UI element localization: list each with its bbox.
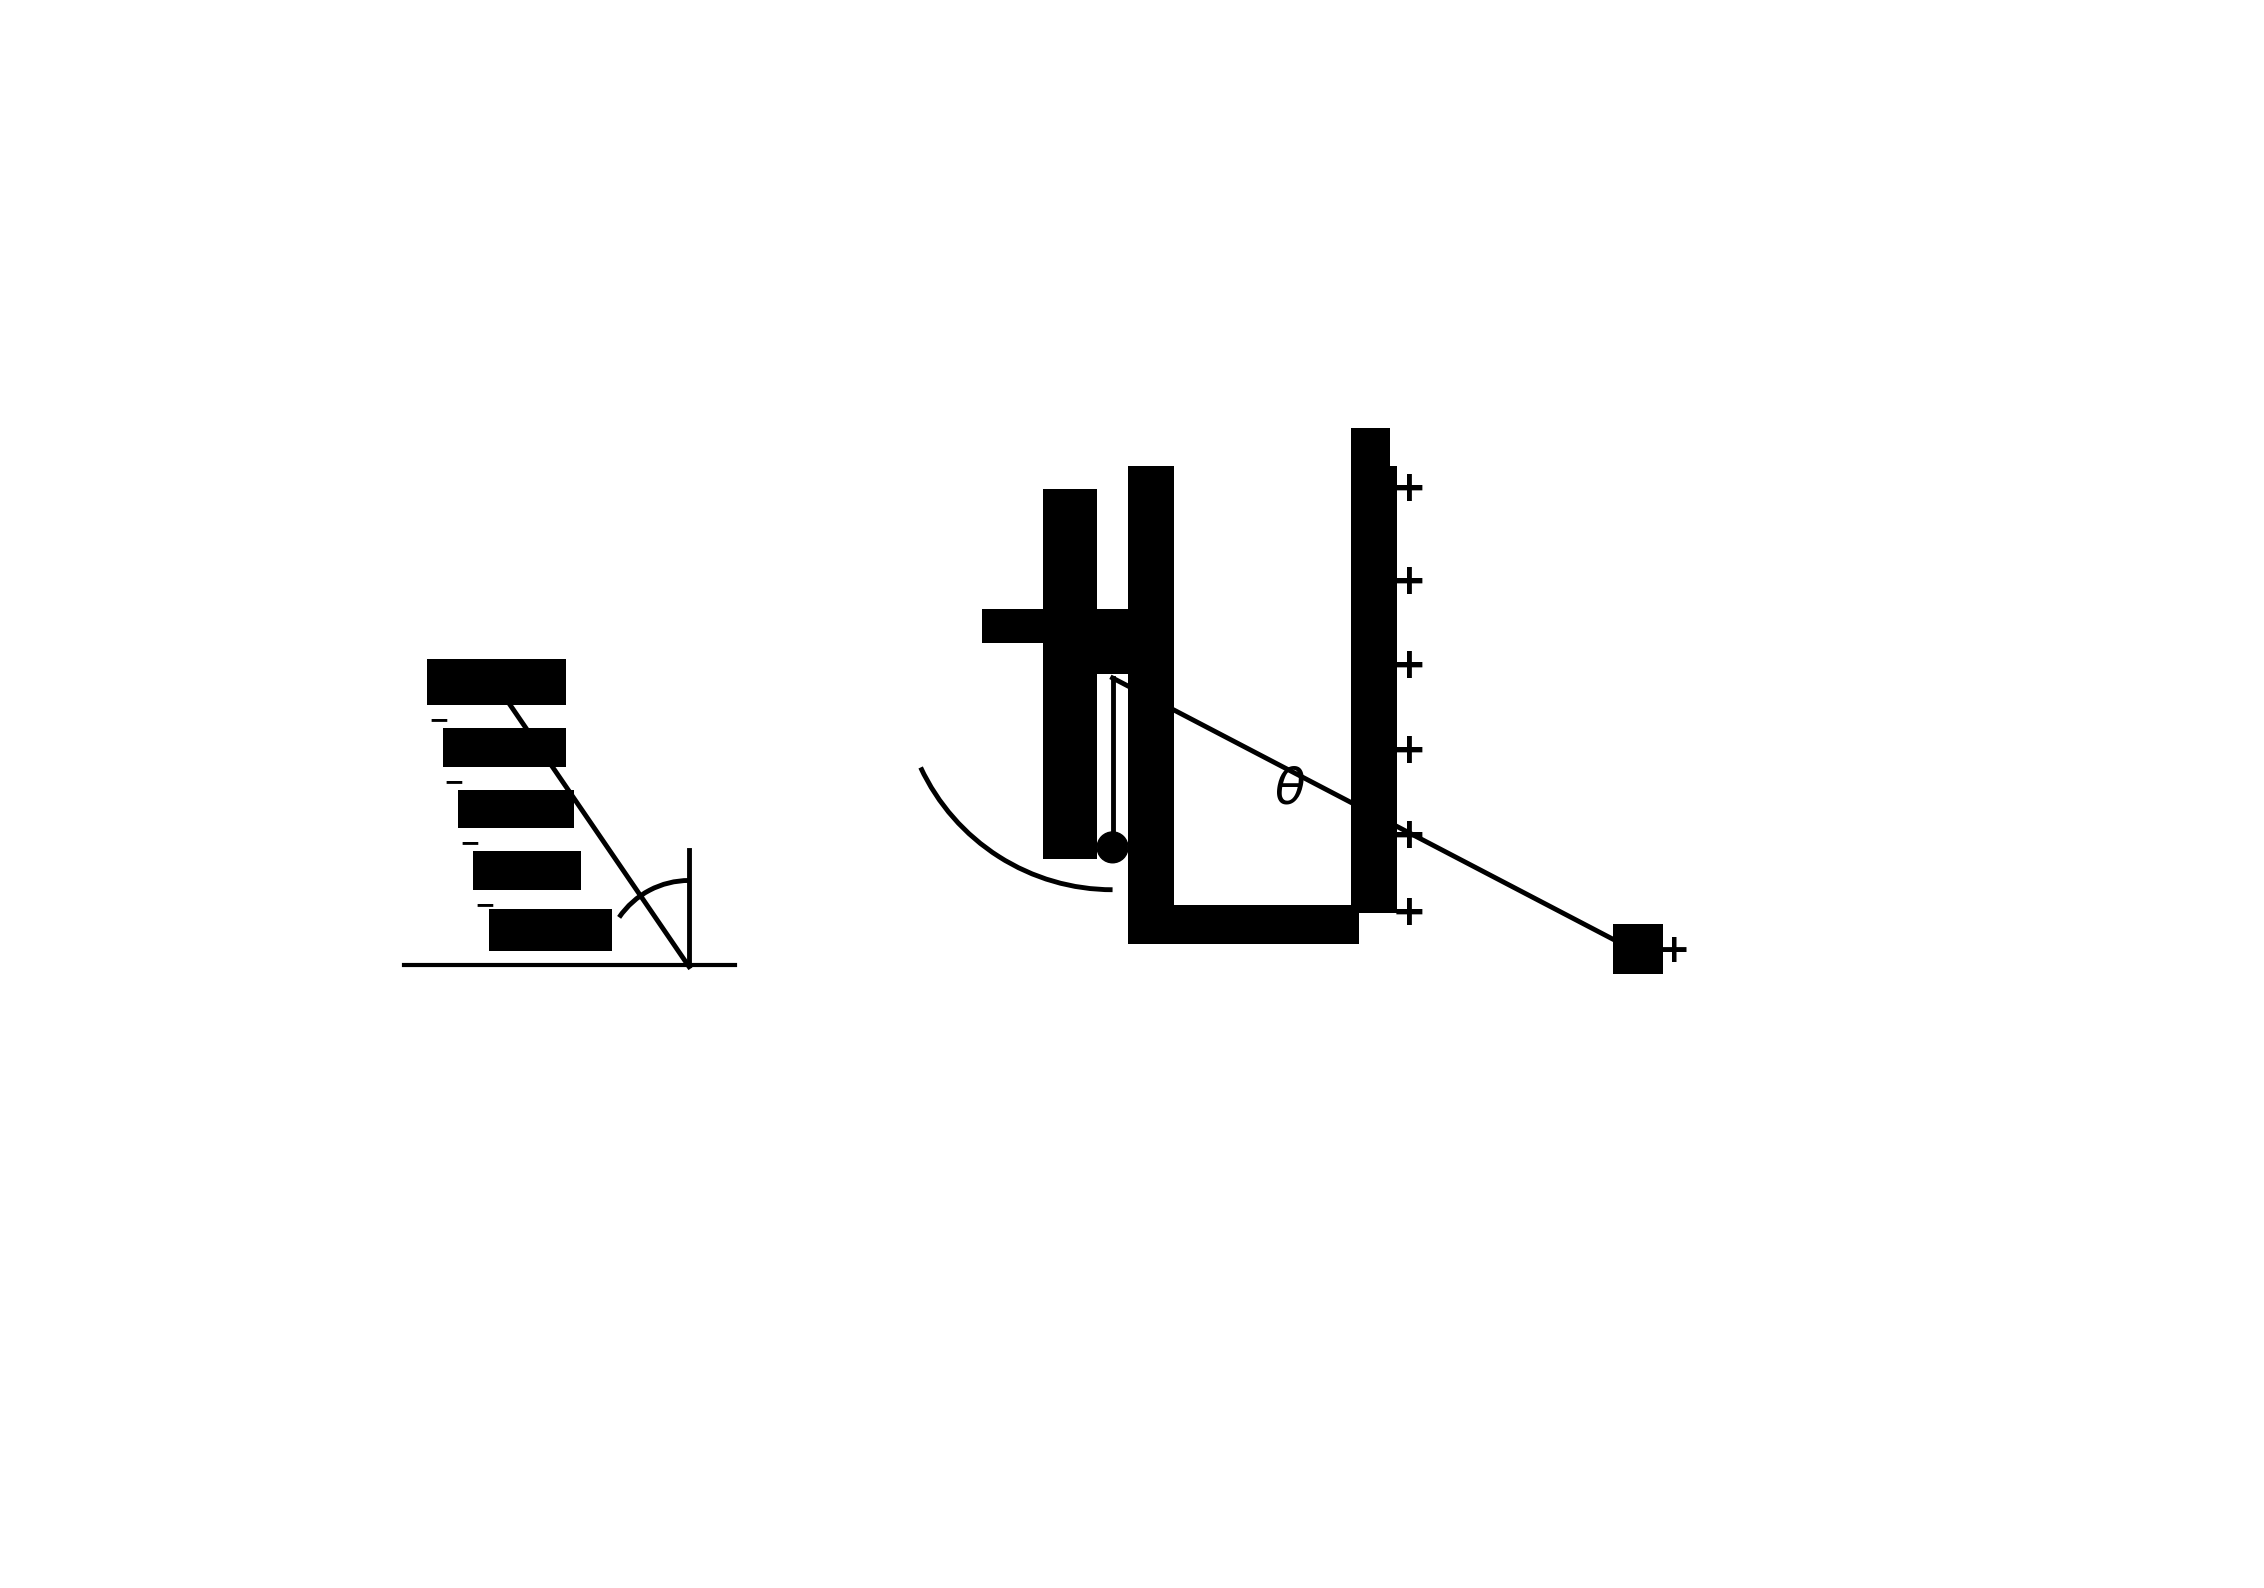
Text: +: + [1392, 730, 1426, 772]
Text: −: − [475, 892, 496, 918]
Bar [1044, 489, 1098, 859]
Bar [473, 851, 582, 889]
Circle shape [1098, 832, 1127, 862]
Text: $l$: $l$ [1078, 737, 1094, 780]
Bar [1352, 427, 1390, 467]
Bar [1127, 905, 1358, 943]
Bar [489, 908, 611, 951]
Text: +: + [1392, 561, 1426, 603]
Bar [428, 659, 566, 705]
Bar [1352, 467, 1397, 913]
Bar [1612, 924, 1664, 975]
Bar [1098, 643, 1127, 675]
Text: $\theta$: $\theta$ [550, 850, 582, 899]
Bar [983, 608, 1127, 643]
Text: $\theta$: $\theta$ [1275, 765, 1306, 815]
Text: +: + [1392, 468, 1426, 510]
Text: −: − [444, 770, 464, 794]
Bar [444, 727, 566, 767]
Text: +: + [1657, 932, 1691, 970]
Text: +: + [1392, 892, 1426, 934]
Text: +: + [1392, 815, 1426, 858]
Bar [457, 789, 573, 827]
Text: −: − [428, 708, 448, 732]
Text: −: − [460, 832, 480, 856]
Text: +: + [1392, 645, 1426, 688]
Bar [1127, 467, 1175, 913]
